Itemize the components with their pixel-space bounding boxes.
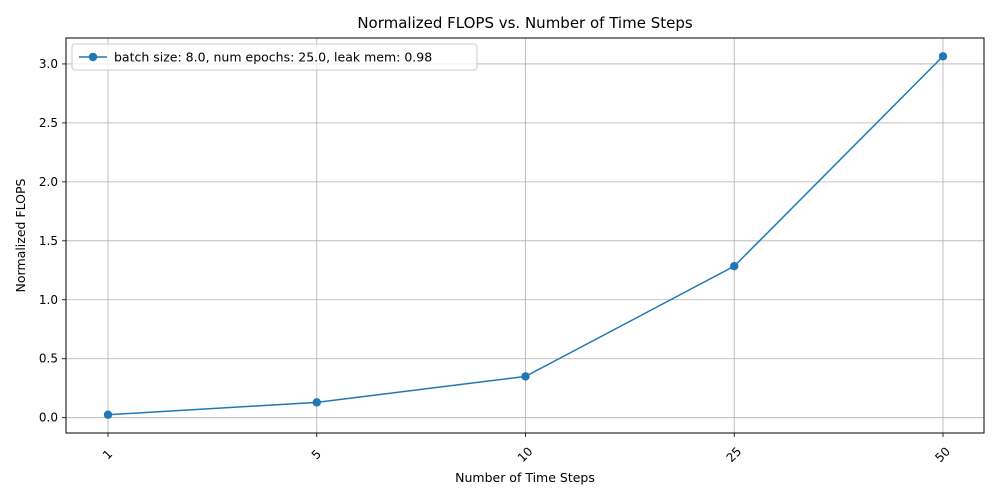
series-layer	[103, 52, 948, 419]
x-tick-label: 25	[724, 444, 745, 465]
legend-entry-label: batch size: 8.0, num epochs: 25.0, leak …	[114, 50, 432, 65]
data-point	[938, 52, 948, 61]
y-tick-label: 2.5	[39, 116, 58, 130]
plot-area-frame	[65, 37, 985, 434]
y-tick-label: 1.0	[39, 293, 58, 307]
y-tick-label: 2.0	[39, 175, 58, 189]
y-tick-label: 0.0	[39, 411, 58, 425]
x-tick-label: 5	[309, 447, 324, 462]
data-point	[730, 261, 739, 271]
axis-ticks: 1 5 10 25 50 0.0 0.5 1.0 1.5 2.0 2.5 3.0	[39, 57, 953, 465]
legend-marker-swatch	[88, 52, 98, 62]
x-tick-label: 10	[515, 444, 536, 465]
y-axis-label: Normalized FLOPS	[13, 179, 28, 293]
data-point	[103, 410, 113, 419]
y-tick-label: 1.5	[39, 234, 58, 248]
data-point	[312, 398, 321, 407]
data-point	[521, 372, 530, 381]
chart-title: Normalized FLOPS vs. Number of Time Step…	[357, 14, 693, 32]
x-tick-label: 50	[932, 444, 953, 465]
y-tick-label: 3.0	[39, 57, 58, 71]
legend: batch size: 8.0, num epochs: 25.0, leak …	[71, 43, 478, 71]
x-axis-label: Number of Time Steps	[455, 470, 595, 485]
x-tick-label: 1	[100, 447, 115, 462]
y-tick-label: 0.5	[39, 352, 58, 366]
legend-box	[71, 43, 478, 71]
